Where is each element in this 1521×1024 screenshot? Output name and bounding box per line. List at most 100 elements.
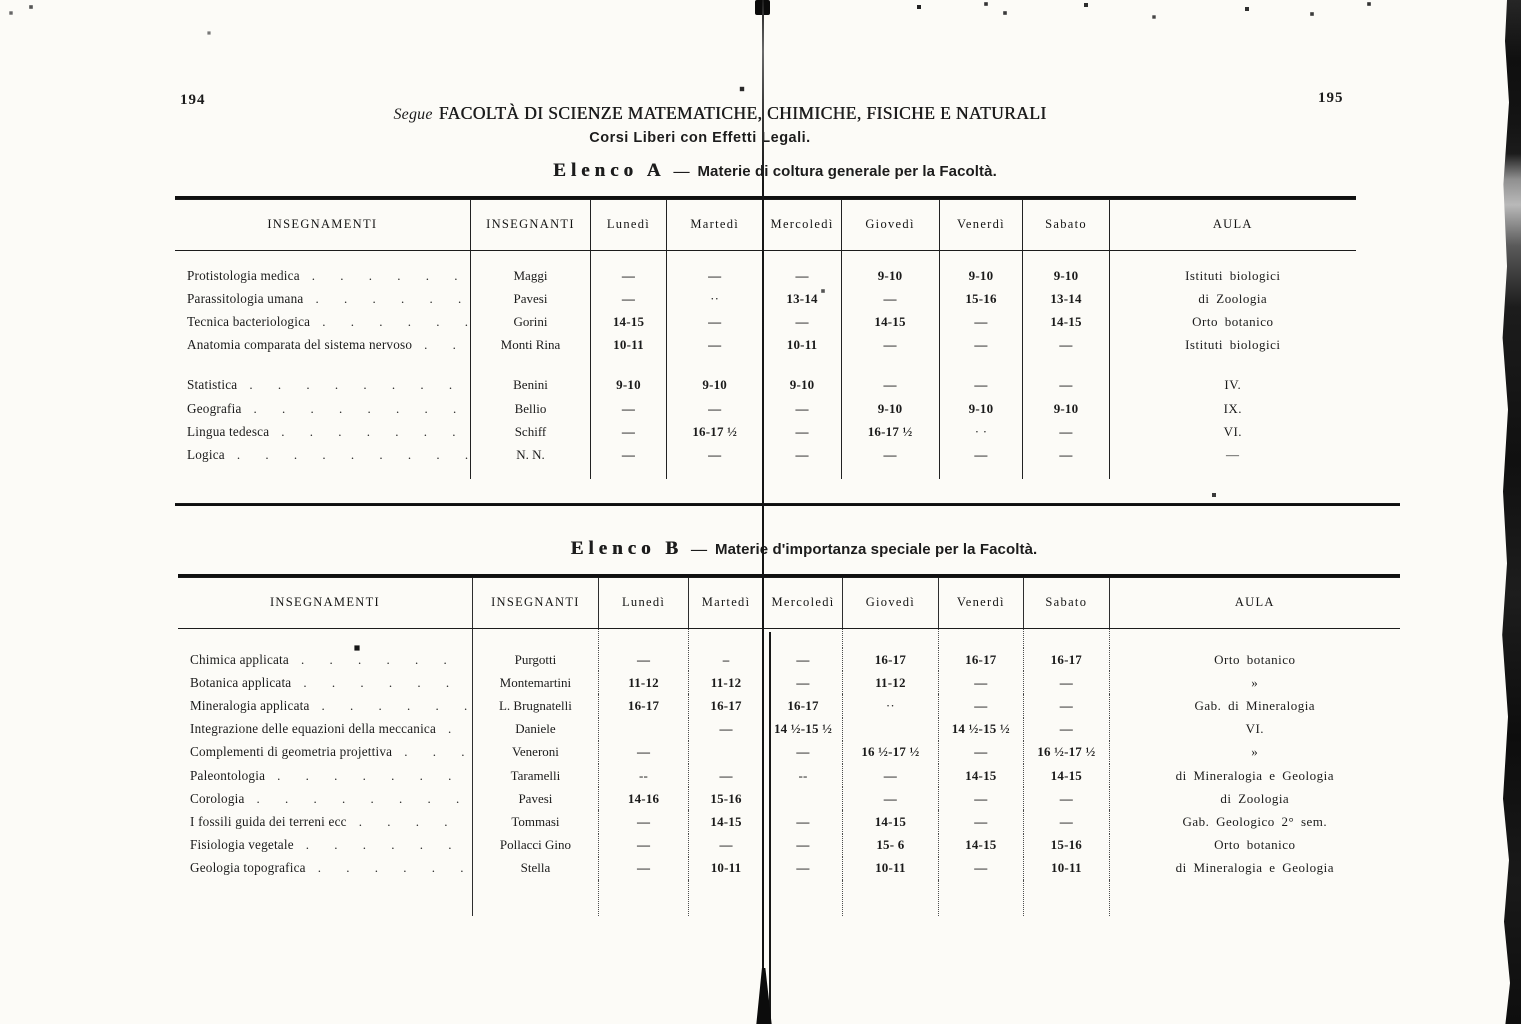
table-row: Anatomia comparata del sistema nervoso. … — [175, 333, 1356, 357]
insegnante-cell: Bellio — [469, 396, 591, 421]
dot-leader: . . . . . . . . . . . . . . — [281, 423, 469, 439]
table-row: Chimica applicata. . . . . . . . . . . .… — [178, 648, 1400, 672]
table-row: Complementi di geometria projettiva. . .… — [178, 740, 1400, 764]
aula-cell: » — [1108, 671, 1400, 695]
mercoledi-cell: — — [762, 310, 842, 334]
col-insegnanti: INSEGNANTI — [472, 578, 599, 629]
mercoledi-cell: — — [762, 810, 843, 834]
martedi-cell: 9-10 — [665, 373, 764, 397]
mercoledi-cell: 10-11 — [762, 333, 842, 357]
table-row-padding — [175, 466, 1356, 479]
page-number-right: 195 — [1318, 90, 1344, 106]
sabato-cell: 14-15 — [1023, 763, 1110, 788]
giovedi-cell — [842, 717, 939, 741]
dot-leader: . . . . . . . . . . . . . . — [404, 744, 472, 760]
dot-leader: . . . . . . . . . . . . . . — [277, 767, 472, 783]
dot-leader: . . . . . . . . . . . . . . — [424, 337, 470, 353]
mercoledi-cell: — — [762, 648, 843, 672]
giovedi-cell: 9-10 — [840, 264, 940, 288]
insegnante-cell: Maggi — [469, 264, 591, 288]
sabato-cell: — — [1022, 420, 1110, 444]
table-a-header: INSEGNAMENTI INSEGNANTI Lunedì Martedì M… — [175, 200, 1356, 251]
insegnante-cell: Monti Rina — [469, 333, 591, 357]
mercoledi-cell: 14 ½-15 ½ — [762, 717, 843, 741]
table-row: Paleontologia. . . . . . . . . . . . . .… — [178, 763, 1400, 788]
sabato-cell: — — [1022, 333, 1110, 357]
insegnante-cell: Veneroni — [472, 740, 599, 764]
venerdi-cell: — — [937, 856, 1024, 880]
venerdi-cell: — — [938, 373, 1023, 397]
table-b-top-rule — [178, 574, 1400, 578]
table-a-top-rule — [175, 196, 1356, 200]
insegnamento-cell: Anatomia comparata del sistema nervoso. … — [175, 334, 470, 357]
table-row: Lingua tedesca. . . . . . . . . . . . . … — [175, 420, 1356, 444]
elenco-a-dash: — — [673, 163, 690, 180]
col-aula: AULA — [1108, 200, 1356, 251]
lunedi-cell: 14-15 — [590, 310, 667, 334]
giovedi-cell: — — [840, 443, 940, 467]
martedi-cell: ·· — [665, 287, 764, 311]
insegnamento-cell: Protistologia medica. . . . . . . . . . … — [175, 264, 470, 287]
mercoledi-cell: 16-17 — [762, 694, 843, 718]
venerdi-cell: — — [938, 443, 1023, 467]
mercoledi-cell: — — [762, 264, 842, 288]
sabato-cell: 13-14 — [1022, 287, 1110, 311]
mercoledi-cell: — — [762, 671, 843, 695]
sabato-cell: — — [1022, 443, 1110, 467]
dot-leader: . . . . . . . . . . . . . . — [303, 674, 472, 690]
martedi-cell: — — [665, 333, 764, 357]
col-sabato: Sabato — [1023, 578, 1110, 629]
col-mercoledi: Mercoledì — [762, 200, 842, 251]
giovedi-cell: — — [840, 287, 940, 311]
aula-cell: Gab. di Mineralogia — [1108, 694, 1400, 718]
martedi-cell: 16-17 ½ — [665, 420, 764, 444]
sabato-cell: 9-10 — [1022, 396, 1110, 421]
sabato-cell: 16-17 — [1023, 648, 1110, 672]
lunedi-cell — [597, 717, 689, 741]
sabato-cell: 15-16 — [1023, 833, 1110, 857]
dot-leader: . . . . . . . . . . . . . . — [321, 697, 472, 713]
venerdi-cell: — — [937, 810, 1024, 834]
sabato-cell: — — [1023, 717, 1110, 741]
lunedi-cell: 10-11 — [590, 333, 667, 357]
giovedi-cell: 11-12 — [842, 671, 939, 695]
giovedi-cell: 16 ½-17 ½ — [842, 740, 939, 764]
giovedi-cell: 14-15 — [842, 810, 939, 834]
sabato-cell: 9-10 — [1022, 264, 1110, 288]
aula-cell: — — [1108, 443, 1356, 467]
lunedi-cell: — — [590, 443, 667, 467]
martedi-cell: — — [665, 264, 764, 288]
elenco-a-caption: Materie di coltura generale per la Facol… — [697, 163, 997, 180]
martedi-cell: – — [688, 648, 764, 672]
martedi-cell: — — [665, 310, 764, 334]
mercoledi-cell: — — [762, 420, 842, 444]
sabato-cell: 14-15 — [1022, 310, 1110, 334]
elenco-b-dash: — — [690, 541, 707, 558]
page-title: Segue FACOLTÀ DI SCIENZE MATEMATICHE, CHI… — [290, 103, 1150, 124]
lunedi-cell: 14-16 — [597, 787, 689, 811]
col-mercoledi: Mercoledì — [762, 578, 843, 629]
insegnante-cell: Purgotti — [472, 648, 599, 672]
table-row: Statistica. . . . . . . . . . . . . . Be… — [175, 373, 1356, 397]
insegnamento-cell: Botanica applicata. . . . . . . . . . . … — [178, 671, 473, 694]
mercoledi-cell — [762, 787, 843, 811]
table-row: Parassitologia umana. . . . . . . . . . … — [175, 287, 1356, 311]
table-row — [175, 356, 1356, 374]
mercoledi-cell: 9-10 — [762, 373, 842, 397]
sabato-cell: 16 ½-17 ½ — [1023, 740, 1110, 764]
dot-leader: . . . . . . . . . . . . . . — [256, 790, 472, 806]
dot-leader: . . . . . . . . . . . . . . — [317, 860, 472, 876]
venerdi-cell: 14 ½-15 ½ — [937, 717, 1024, 741]
giovedi-cell: ·· — [842, 694, 939, 718]
aula-cell: Istituti biologici — [1108, 333, 1356, 357]
col-martedi: Martedì — [665, 200, 764, 251]
insegnamento-cell: Integrazione delle equazioni della mecca… — [178, 718, 473, 741]
venerdi-cell: — — [937, 740, 1024, 764]
lunedi-cell: — — [597, 740, 689, 764]
venerdi-cell: 14-15 — [937, 763, 1024, 788]
table-b-header: INSEGNAMENTI INSEGNANTI Lunedì Martedì M… — [178, 578, 1400, 629]
aula-cell: VI. — [1108, 717, 1400, 741]
giovedi-cell: — — [842, 787, 939, 811]
giovedi-cell: — — [842, 763, 939, 788]
